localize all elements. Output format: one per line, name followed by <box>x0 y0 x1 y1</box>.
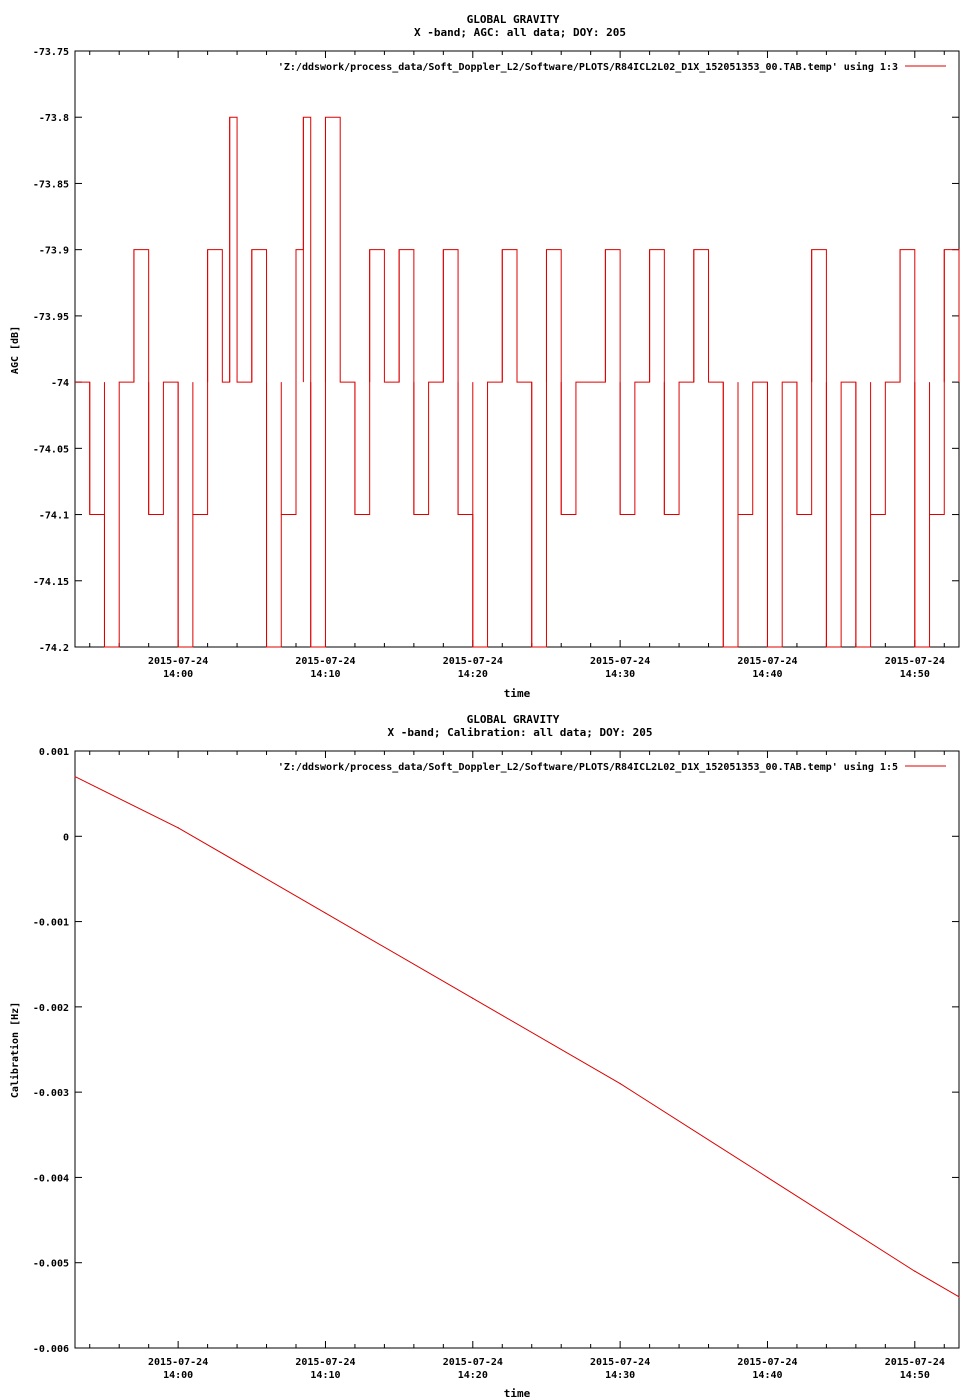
calibration-data-point <box>324 912 327 914</box>
agc-x-tick-date: 2015-07-24 <box>443 656 503 667</box>
calibration-y-tick-label: 0.001 <box>39 747 69 758</box>
calibration-x-tick-time: 14:00 <box>163 1370 193 1381</box>
calibration-x-tick-time: 14:40 <box>752 1370 782 1381</box>
calibration-y-tick-label: 0 <box>63 832 69 843</box>
calibration-chart: GLOBAL GRAVITY X -band; Calibration: all… <box>9 713 960 1400</box>
calibration-data-point <box>766 1176 769 1179</box>
calibration-y-tick-label: -0.004 <box>33 1173 69 1184</box>
agc-x-tick-date: 2015-07-24 <box>885 656 945 667</box>
calibration-y-tick-label: -0.002 <box>33 1003 69 1014</box>
agc-x-axis-label: time <box>504 687 531 700</box>
calibration-legend-label: 'Z:/ddswork/process_data/Soft_Doppler_L2… <box>278 761 898 773</box>
calibration-x-tick-date: 2015-07-24 <box>590 1357 650 1368</box>
calibration-y-tick-label: -0.006 <box>33 1344 69 1355</box>
calibration-x-tick-time: 14:50 <box>900 1370 930 1381</box>
calibration-data-point <box>958 1296 960 1298</box>
calibration-data-point <box>914 1270 916 1272</box>
calibration-x-tick-date: 2015-07-24 <box>148 1357 208 1368</box>
calibration-data-point <box>472 997 474 999</box>
calibration-y-tick-label: -0.005 <box>33 1259 69 1270</box>
calibration-x-tick-date: 2015-07-24 <box>295 1357 355 1368</box>
agc-y-tick-label: -74.05 <box>33 444 69 455</box>
calibration-y-axis-label: Calibration [Hz] <box>9 1002 21 1098</box>
calibration-x-tick-time: 14:20 <box>458 1370 488 1381</box>
agc-y-tick-label: -74 <box>51 378 69 389</box>
calibration-y-tick-label: -0.001 <box>33 918 69 929</box>
agc-y-tick-label: -74.15 <box>33 577 69 588</box>
agc-legend-label: 'Z:/ddswork/process_data/Soft_Doppler_L2… <box>278 61 898 73</box>
calibration-x-tick-date: 2015-07-24 <box>885 1357 945 1368</box>
calibration-x-axis-label: time <box>504 1387 531 1400</box>
agc-y-tick-label: -73.95 <box>33 312 69 323</box>
agc-chart: GLOBAL GRAVITY X -band; AGC: all data; D… <box>10 13 960 700</box>
calibration-plot-frame <box>74 750 960 1349</box>
calibration-chart-title: GLOBAL GRAVITY <box>467 713 560 726</box>
calibration-series-line <box>74 776 960 1298</box>
agc-y-tick-label: -74.1 <box>39 511 69 522</box>
calibration-data-point <box>177 827 179 829</box>
calibration-x-tick-date: 2015-07-24 <box>443 1357 503 1368</box>
agc-x-tick-date: 2015-07-24 <box>590 656 650 667</box>
agc-y-tick-label: -74.2 <box>39 643 69 654</box>
calibration-x-tick-time: 14:10 <box>310 1370 340 1381</box>
agc-y-tick-label: -73.9 <box>39 246 69 257</box>
agc-x-tick-time: 14:00 <box>163 669 193 680</box>
calibration-data-point <box>74 775 76 778</box>
calibration-chart-subtitle: X -band; Calibration: all data; DOY: 205 <box>388 726 653 739</box>
agc-y-axis-label: AGC [dB] <box>10 326 21 374</box>
calibration-x-tick-date: 2015-07-24 <box>737 1357 797 1368</box>
calibration-data-point <box>619 1083 621 1085</box>
calibration-x-tick-time: 14:30 <box>605 1370 635 1381</box>
agc-chart-title: GLOBAL GRAVITY <box>467 13 560 26</box>
agc-x-tick-time: 14:20 <box>458 669 488 680</box>
agc-chart-subtitle: X -band; AGC: all data; DOY: 205 <box>414 26 626 39</box>
agc-y-tick-label: -73.8 <box>39 113 69 124</box>
calibration-y-tick-label: -0.003 <box>33 1088 69 1099</box>
agc-x-tick-date: 2015-07-24 <box>295 656 355 667</box>
agc-x-tick-date: 2015-07-24 <box>148 656 208 667</box>
agc-x-tick-time: 14:30 <box>605 669 635 680</box>
agc-x-tick-time: 14:50 <box>900 669 930 680</box>
agc-x-tick-time: 14:10 <box>310 669 340 680</box>
agc-y-tick-label: -73.85 <box>33 179 69 190</box>
agc-x-tick-date: 2015-07-24 <box>737 656 797 667</box>
agc-x-tick-time: 14:40 <box>752 669 782 680</box>
agc-y-tick-label: -73.75 <box>33 47 69 58</box>
